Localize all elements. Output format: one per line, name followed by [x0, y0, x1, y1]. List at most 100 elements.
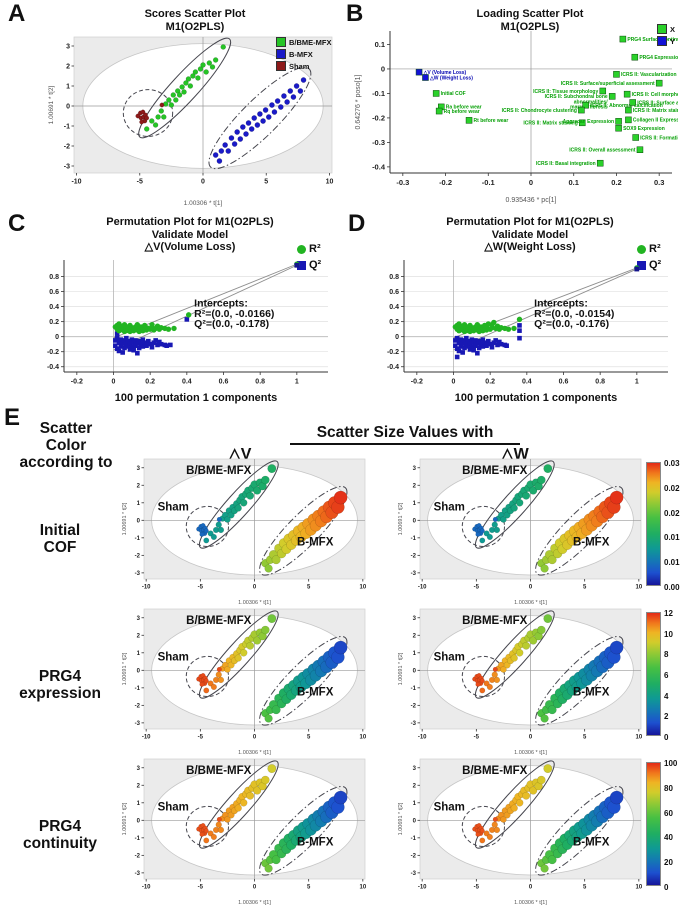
- colorbar-tick-label: 2: [664, 712, 669, 722]
- series-bbme: [203, 764, 277, 844]
- x-tick-label: -10: [418, 885, 427, 891]
- svg-text:-0.2: -0.2: [439, 178, 452, 187]
- x-axis-label: 1.00306 * t[1]: [238, 900, 271, 906]
- svg-text:0: 0: [395, 334, 399, 341]
- intercepts-text: Intercepts:: [194, 298, 248, 310]
- cluster-annotation: B/BME-MFX: [186, 765, 251, 777]
- svg-text:-0.1: -0.1: [482, 178, 495, 187]
- svg-text:0.4: 0.4: [182, 379, 192, 386]
- y-tick-label: 2: [413, 483, 417, 489]
- colorbar-prg4-expression: 12 10 8 6 4 2 0: [646, 609, 673, 742]
- cluster-annotation: Sham: [434, 802, 465, 814]
- colorbar-tick-label: 20: [664, 858, 673, 868]
- colorbar-tick-label: 0.03: [664, 459, 680, 468]
- q2-points: [113, 317, 190, 356]
- loading-label: SOX9 Expression: [623, 126, 665, 132]
- loading-label: Ra before wear: [446, 105, 482, 111]
- svg-text:0.2: 0.2: [485, 379, 495, 386]
- y-tick-label: -3: [411, 721, 417, 727]
- series-bmfx: [212, 77, 307, 164]
- x-axis-label: 1.00306 * t[1]: [514, 750, 547, 756]
- legend-swatch-green: [276, 37, 286, 47]
- x-tick-label: 10: [635, 585, 642, 591]
- y-tick-label: 0: [66, 104, 70, 111]
- row-label-prg4-expression: PRG4 expression: [19, 668, 101, 702]
- svg-text:-0.3: -0.3: [396, 178, 409, 187]
- scatter-size-header: Scatter Size Values with: [290, 424, 520, 445]
- series-bmfx: [537, 640, 624, 723]
- series-bbme: [203, 614, 277, 694]
- loading-label: Rq before wear: [444, 109, 480, 115]
- legend-swatch-darkred: [276, 61, 286, 71]
- series-bmfx: [261, 790, 348, 873]
- colorbar-tick-label: 0.015: [664, 533, 680, 543]
- svg-text:-0.1: -0.1: [372, 89, 385, 98]
- series-bbme: [479, 614, 553, 694]
- svg-text:0.8: 0.8: [389, 274, 399, 281]
- x-tick-label: 0: [253, 585, 257, 591]
- x-axis-label: 1.00306 * t[1]: [514, 900, 547, 906]
- svg-text:0.8: 0.8: [595, 379, 605, 386]
- bmfx-ellipse: [535, 636, 624, 726]
- loading-label: PRG4 Surface continuity: [627, 37, 678, 43]
- cluster-annotation: B-MFX: [573, 837, 610, 849]
- y-tick-label: -3: [135, 571, 141, 577]
- svg-text:0.2: 0.2: [389, 319, 399, 326]
- legend-item: B-MFX: [276, 49, 332, 59]
- x-axis-label: 1.00306 * t[1]: [238, 750, 271, 756]
- scatter-points: [472, 464, 624, 573]
- series-bmfx: [537, 790, 624, 873]
- y-axis-label: 0.64276 * poso[1]: [355, 75, 362, 130]
- colorbar-tick-label: 80: [664, 783, 673, 793]
- colorbar-prg4-continuity: 100 80 60 40 20 0: [646, 759, 677, 892]
- y-tick-label: 2: [66, 64, 70, 71]
- series-bbme: [479, 764, 553, 844]
- svg-text:-0.2: -0.2: [387, 349, 399, 356]
- series-sham: [472, 816, 498, 837]
- loading-series-Y: △V (Volume Loss)△W (Weight Loss): [415, 68, 473, 81]
- x-tick-label: 0: [529, 585, 533, 591]
- loading-label: △V (Volume Loss): [423, 70, 467, 76]
- cluster-annotation: Sham: [158, 652, 189, 664]
- r2-points: [112, 312, 192, 335]
- bmfx-ellipse: [259, 486, 348, 576]
- cluster-annotation: B-MFX: [297, 837, 334, 849]
- y-tick-label: -2: [411, 554, 417, 560]
- x-tick-label: 0: [529, 735, 533, 741]
- svg-text:-0.2: -0.2: [411, 379, 423, 386]
- y-tick-label: -1: [411, 836, 417, 842]
- colorbar-tick-label: 0.01: [664, 558, 680, 568]
- permutation-plot-weight: -0.2 0 0.2 0.4 0.6 0.8 1 0.8 0.6 0.4 0.2 0 -0.2 -0.4 I…: [387, 260, 668, 404]
- bmfx-ellipse: [535, 786, 624, 876]
- loading-series-X: PRG4 Surface continuity PRG4 Expression IC…: [432, 35, 678, 167]
- y-tick-label: 3: [137, 466, 141, 472]
- cluster-annotation: B/BME-MFX: [462, 765, 527, 777]
- legend-item: X: [657, 24, 675, 34]
- loading-label: ICRS II: Basal integration: [536, 161, 596, 167]
- y-tick-label: -2: [135, 704, 141, 710]
- legend-swatch-blue: [276, 49, 286, 59]
- row-label-initial-cof: Initial COF: [39, 522, 81, 556]
- legend-item: Sham: [276, 61, 332, 71]
- x-tick-label: 5: [307, 585, 311, 591]
- legend-item: B/BME-MFX: [276, 37, 332, 47]
- x-tick-label: 10: [359, 585, 366, 591]
- scatter-color-header: Scatter Color according to: [19, 420, 113, 471]
- scatter-points: [472, 614, 624, 723]
- scatter-points: [196, 614, 348, 723]
- x-tick-label: -5: [198, 585, 204, 591]
- y-tick-label: -3: [135, 871, 141, 877]
- panel-c-legend: R² Q²: [297, 243, 321, 271]
- svg-text:-0.2: -0.2: [71, 379, 83, 386]
- loading-label: ICRS II: Chondrocyte clustering: [502, 108, 577, 114]
- panel-c-title: Permutation Plot for M1(O2PLS) Validate …: [106, 216, 274, 253]
- q2-points: [453, 323, 522, 360]
- intercepts-text: R²=(0.0, -0.0166): [194, 308, 274, 320]
- x-tick-label: -10: [142, 585, 151, 591]
- x-tick-label: 10: [635, 885, 642, 891]
- svg-text:0.6: 0.6: [389, 289, 399, 296]
- panel-a-letter: A: [8, 0, 26, 27]
- svg-text:0.2: 0.2: [611, 178, 621, 187]
